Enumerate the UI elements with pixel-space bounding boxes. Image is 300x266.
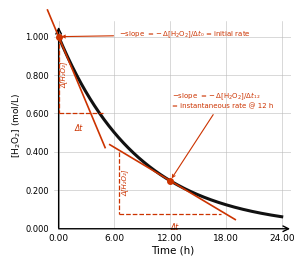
Text: $-$slope $= -Δ$[H$_2$O$_2$]/$Δt$₀ = initial rate: $-$slope $= -Δ$[H$_2$O$_2$]/$Δt$₀ = init…	[63, 29, 251, 40]
Text: Δt: Δt	[74, 124, 82, 133]
Text: $-$slope $= -Δ$[H$_2$O$_2$]/$Δt$₁₂
= instantaneous rate @ 12 h: $-$slope $= -Δ$[H$_2$O$_2$]/$Δt$₁₂ = ins…	[172, 90, 273, 177]
X-axis label: Time (h): Time (h)	[151, 246, 194, 255]
Text: Δt: Δt	[171, 223, 179, 232]
Text: Δ[H₂O₂]: Δ[H₂O₂]	[122, 170, 129, 196]
Text: Δ[H₂O₂]: Δ[H₂O₂]	[61, 62, 68, 88]
Y-axis label: [H$_2$O$_2$] (mol/L): [H$_2$O$_2$] (mol/L)	[10, 92, 22, 158]
